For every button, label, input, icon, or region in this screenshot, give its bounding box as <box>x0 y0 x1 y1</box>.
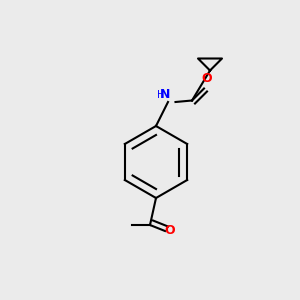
Text: H: H <box>157 91 164 100</box>
Text: N: N <box>160 88 170 100</box>
Text: O: O <box>164 224 175 238</box>
Text: O: O <box>202 73 212 85</box>
